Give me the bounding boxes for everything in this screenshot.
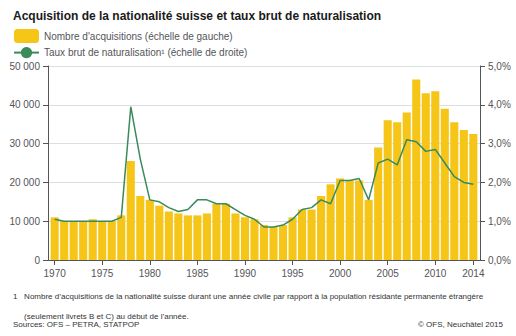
svg-text:1995: 1995 [281,268,304,279]
svg-text:1975: 1975 [91,268,114,279]
svg-text:2010: 2010 [424,268,447,279]
svg-text:20 000: 20 000 [9,177,40,188]
svg-text:1 Nombre d’acquisitions de l: 1 Nombre d’acquisitions de la nationalit… [13,292,484,301]
svg-text:Taux brut de naturalisation¹ (: Taux brut de naturalisation¹ (échelle de… [44,47,247,58]
svg-text:Acquisition de la nationalité: Acquisition de la nationalité suisse et … [13,9,381,23]
svg-text:2005: 2005 [377,268,400,279]
svg-text:Sources: OFS – PETRA, STATPOP: Sources: OFS – PETRA, STATPOP [13,320,139,329]
svg-text:2014: 2014 [462,268,485,279]
svg-text:50 000: 50 000 [9,61,40,72]
svg-text:1985: 1985 [186,268,209,279]
svg-text:5,0%: 5,0% [488,61,511,72]
svg-text:3,0%: 3,0% [488,138,511,149]
svg-text:0: 0 [34,255,40,266]
svg-text:0,0%: 0,0% [488,255,511,266]
svg-text:(seulement livrets B et C) au: (seulement livrets B et C) au début de l… [13,311,189,321]
svg-text:2000: 2000 [329,268,352,279]
svg-text:2,0%: 2,0% [488,177,511,188]
svg-text:1980: 1980 [139,268,162,279]
svg-text:© OFS, Neuchâtel 2015: © OFS, Neuchâtel 2015 [418,320,504,329]
svg-text:1,0%: 1,0% [488,216,511,227]
svg-text:10 000: 10 000 [9,216,40,227]
svg-text:1990: 1990 [234,268,257,279]
svg-text:40 000: 40 000 [9,99,40,110]
svg-text:1970: 1970 [44,268,67,279]
svg-text:Nombre d'acquisitions (échelle: Nombre d'acquisitions (échelle de gauche… [44,31,233,42]
svg-text:30 000: 30 000 [9,138,40,149]
svg-text:4,0%: 4,0% [488,99,511,110]
